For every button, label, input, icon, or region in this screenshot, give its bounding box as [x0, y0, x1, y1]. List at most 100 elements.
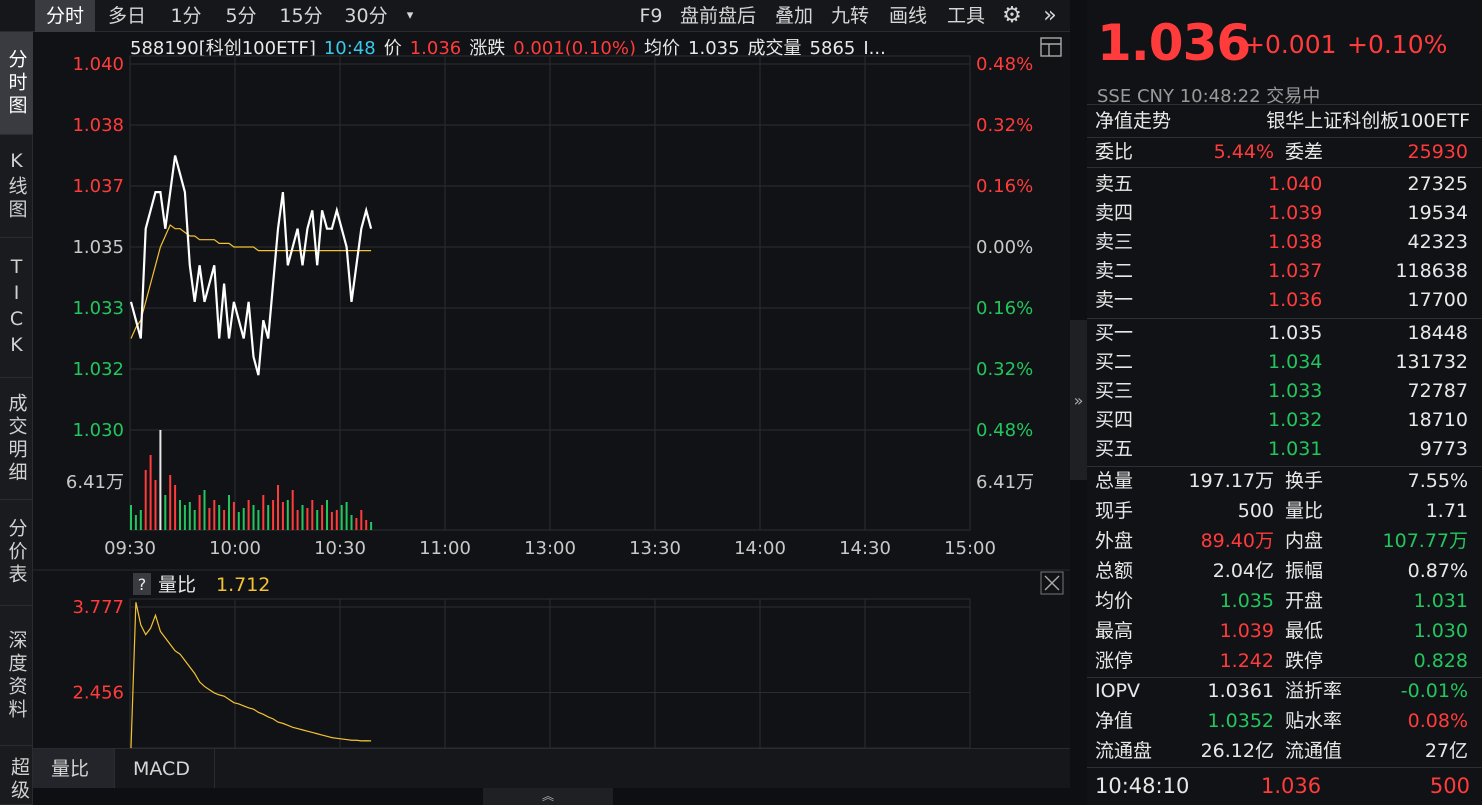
volume-bar	[139, 510, 142, 530]
nav-trend-link[interactable]: 净值走势	[1095, 110, 1172, 132]
help-icon-bg	[133, 573, 151, 595]
x-tick: 09:30	[104, 538, 156, 559]
bid-row[interactable]: 买一 1.035 18448	[1087, 319, 1482, 348]
volume-bar	[360, 510, 363, 530]
collapse-panel-icon[interactable]: »	[1070, 320, 1087, 480]
volume-bar	[296, 510, 299, 530]
nav-trend-row[interactable]: 净值走势 银华上证科创板100ETF	[1087, 107, 1482, 136]
x-tick: 13:30	[629, 538, 681, 559]
volume-bar	[164, 495, 167, 530]
tab-intraday[interactable]: 分时	[35, 0, 95, 32]
layout-icon	[1040, 37, 1062, 57]
more-chevron-icon[interactable]: »	[1043, 3, 1057, 28]
volume-bar	[365, 520, 368, 530]
tab-15min[interactable]: 15分	[279, 5, 323, 27]
y-tick-right: 0.00%	[976, 237, 1033, 258]
tab-5min[interactable]: 5分	[225, 5, 257, 27]
draw-line-button[interactable]: 画线	[888, 5, 927, 27]
ask-row[interactable]: 卖二 1.037 118638	[1087, 257, 1482, 286]
tab-30min[interactable]: 30分	[344, 5, 388, 27]
tab-multiday[interactable]: 多日	[107, 5, 146, 27]
tab-1min[interactable]: 1分	[170, 5, 202, 27]
volume-bar	[247, 500, 250, 530]
volume-bar	[340, 505, 343, 530]
ask-price: 1.040	[1268, 173, 1323, 195]
volume-bar	[301, 505, 304, 530]
premarket-button[interactable]: 盘前盘后	[679, 5, 756, 27]
volume-bar	[257, 510, 260, 530]
close-indicator-icon	[1040, 571, 1064, 595]
period-dropdown-icon[interactable]: ▾	[406, 8, 414, 23]
stat-row: 均价 1.035 开盘 1.031	[1087, 587, 1482, 616]
stat-row: 总额 2.04亿 振幅 0.87%	[1087, 557, 1482, 586]
volume-bar	[326, 500, 328, 530]
bid-row[interactable]: 买五 1.031 9773	[1087, 435, 1482, 464]
y-tick-right: 0.16%	[976, 176, 1033, 197]
left-vertical-tabs: 分时图 K线图 TICK 成交明细 分价表 深度资料 超级	[0, 32, 33, 805]
overlay-button[interactable]: 叠加	[774, 5, 813, 27]
tab-macd[interactable]: MACD	[115, 749, 215, 789]
ask-row[interactable]: 卖一 1.036 17700	[1087, 286, 1482, 315]
cursor-time: 10:48	[323, 38, 376, 59]
last-tick-row: 10:48:10 1.036 500	[1087, 772, 1482, 801]
stat-label: 换手	[1285, 470, 1324, 492]
x-tick: 13:00	[524, 538, 576, 559]
chart-scrollbar[interactable]: ︽	[33, 788, 1070, 805]
stat-value: -0.01%	[1400, 680, 1468, 702]
x-tick: 15:00	[944, 538, 996, 559]
ask-row[interactable]: 卖三 1.038 42323	[1087, 228, 1482, 257]
stat-row: 涨停 1.242 跌停 0.828	[1087, 647, 1482, 676]
nine-turn-button[interactable]: 九转	[830, 5, 869, 27]
current-price: 1.036	[1097, 14, 1251, 72]
f9-button[interactable]: F9	[639, 5, 663, 27]
stat-label: 流通盘	[1095, 740, 1153, 762]
ask-row[interactable]: 卖五 1.040 27325	[1087, 170, 1482, 199]
bid-row[interactable]: 买三 1.033 72787	[1087, 377, 1482, 406]
volume-bar	[237, 512, 240, 530]
y-tick-left: 1.033	[72, 298, 124, 319]
average-price-line	[130, 224, 372, 339]
volume-bar	[370, 522, 373, 530]
last-tick-price: 1.036	[1261, 774, 1322, 798]
volume-bar	[144, 470, 147, 530]
expand-up-icon[interactable]: ︽	[483, 788, 613, 805]
bid-price: 1.034	[1268, 351, 1323, 373]
vtab-trade-details[interactable]: 成交明细	[0, 378, 33, 500]
stat-row: 最高 1.039 最低 1.030	[1087, 617, 1482, 646]
vtab-depth-info[interactable]: 深度资料	[0, 606, 33, 746]
volume-bar	[306, 508, 309, 530]
bid-volume: 72787	[1407, 380, 1468, 402]
change-value: 0.001(0.10%)	[513, 38, 637, 59]
volume-bar	[350, 515, 353, 530]
avg-value: 1.035	[688, 38, 740, 59]
ask-volume: 118638	[1395, 260, 1468, 282]
volume-bar	[130, 505, 132, 530]
ask-volume: 42323	[1407, 231, 1468, 253]
x-tick: 10:00	[209, 538, 261, 559]
volume-label: 成交量	[747, 38, 802, 59]
volume-bar	[174, 485, 177, 530]
stat-label: 外盘	[1095, 530, 1134, 552]
bid-row[interactable]: 买四 1.032 18710	[1087, 406, 1482, 435]
tab-volume-ratio[interactable]: 量比	[33, 749, 115, 789]
intraday-chart[interactable]: 1.040 0.48% 1.038 0.32% 1.037 0.16% 1.035 0.00%…	[0, 0, 1070, 790]
stat-label: 溢折率	[1285, 680, 1343, 702]
ask-row[interactable]: 卖四 1.039 19534	[1087, 199, 1482, 228]
y-tick-right: 0.48%	[976, 420, 1033, 441]
stat-value: 7.55%	[1407, 470, 1468, 492]
vtab-kline[interactable]: K线图	[0, 135, 33, 238]
ask-level-label: 卖一	[1095, 289, 1134, 311]
y-tick-left: 1.032	[72, 359, 124, 380]
bid-volume: 131732	[1395, 351, 1468, 373]
tools-button[interactable]: 工具	[946, 5, 985, 27]
bid-level-label: 买五	[1095, 438, 1134, 460]
volume-value: 5865	[809, 38, 856, 59]
vtab-tick[interactable]: TICK	[0, 238, 33, 378]
gear-icon[interactable]: ⚙	[1002, 3, 1022, 28]
vtab-intraday[interactable]: 分时图	[0, 32, 33, 135]
stat-row: 总量 197.17万 换手 7.55%	[1087, 467, 1482, 496]
stat-value: 1.039	[1219, 620, 1274, 642]
bid-row[interactable]: 买二 1.034 131732	[1087, 348, 1482, 377]
volume-ratio-line	[130, 602, 372, 749]
vtab-price-table[interactable]: 分价表	[0, 500, 33, 606]
